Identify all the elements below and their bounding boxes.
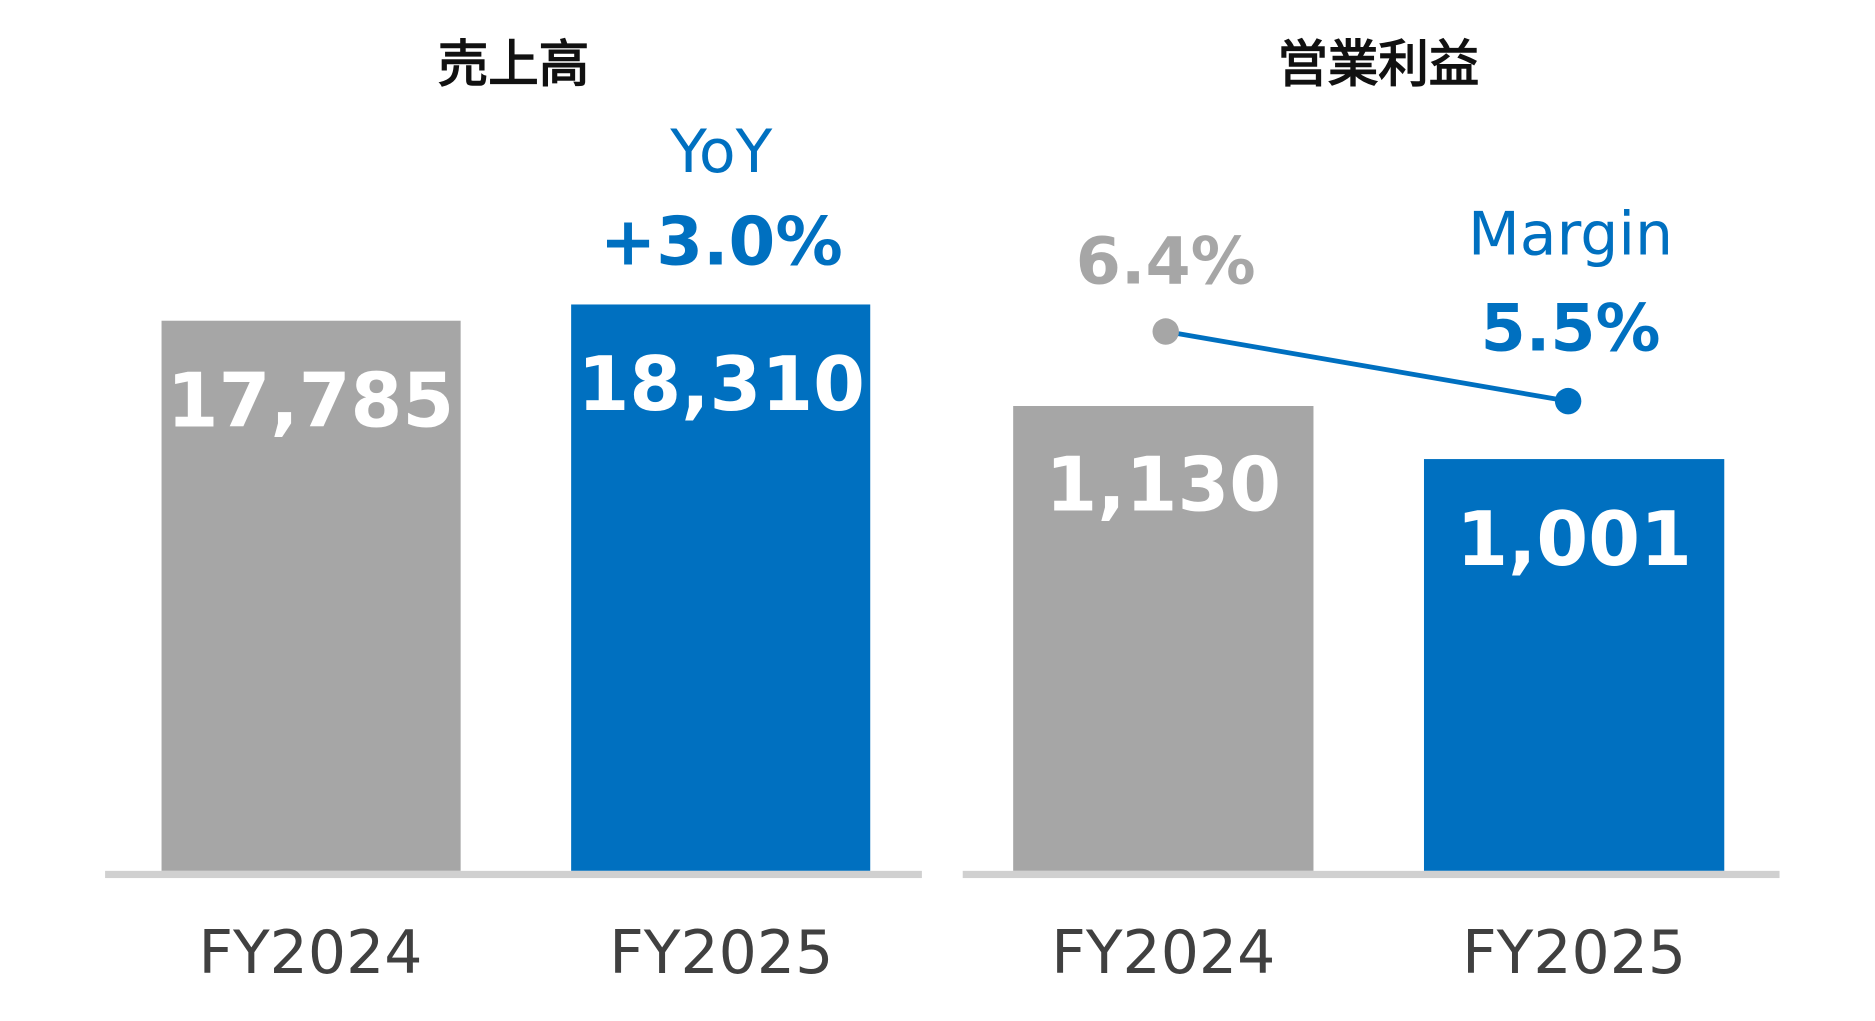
margin-value-fy2025: 5.5%: [1481, 292, 1661, 367]
margin-line: [1165, 329, 1569, 404]
revenue-value-fy2025: 18,310: [578, 341, 865, 428]
operating-income-category-fy2024: FY2024: [1051, 918, 1275, 988]
margin-point-fy2024: [1152, 318, 1179, 345]
margin-label: Margin: [1468, 200, 1673, 270]
operating-income-bar-fy2025: [1423, 459, 1725, 871]
revenue-category-fy2025: FY2025: [609, 918, 833, 988]
revenue-category-fy2024: FY2024: [198, 918, 422, 988]
yoy-value: +3.0%: [600, 202, 843, 280]
revenue-axis-line: [105, 870, 922, 879]
revenue-title: 売上高: [438, 35, 589, 94]
operating-income-axis-line: [962, 870, 1780, 879]
margin-value-fy2024: 6.4%: [1076, 224, 1256, 299]
operating-income-title: 営業利益: [1277, 35, 1479, 94]
margin-point-fy2025: [1554, 387, 1582, 415]
operating-income-bar-fy2024: [1013, 405, 1314, 871]
yoy-label: YoY: [669, 117, 772, 187]
revenue-value-fy2024: 17,785: [167, 357, 454, 444]
revenue-panel: 売上高 17,785 18,310 YoY +3.0% FY2024 FY202…: [105, 35, 922, 988]
operating-income-value-fy2024: 1,130: [1046, 442, 1282, 529]
revenue-bar-fy2025: [571, 304, 871, 871]
revenue-bar-fy2024: [161, 320, 461, 871]
operating-income-category-fy2025: FY2025: [1462, 918, 1686, 988]
operating-income-panel: 営業利益 1,130 1,001 6.4% Margin 5.5% FY2024…: [962, 35, 1780, 988]
operating-income-value-fy2025: 1,001: [1456, 496, 1692, 583]
